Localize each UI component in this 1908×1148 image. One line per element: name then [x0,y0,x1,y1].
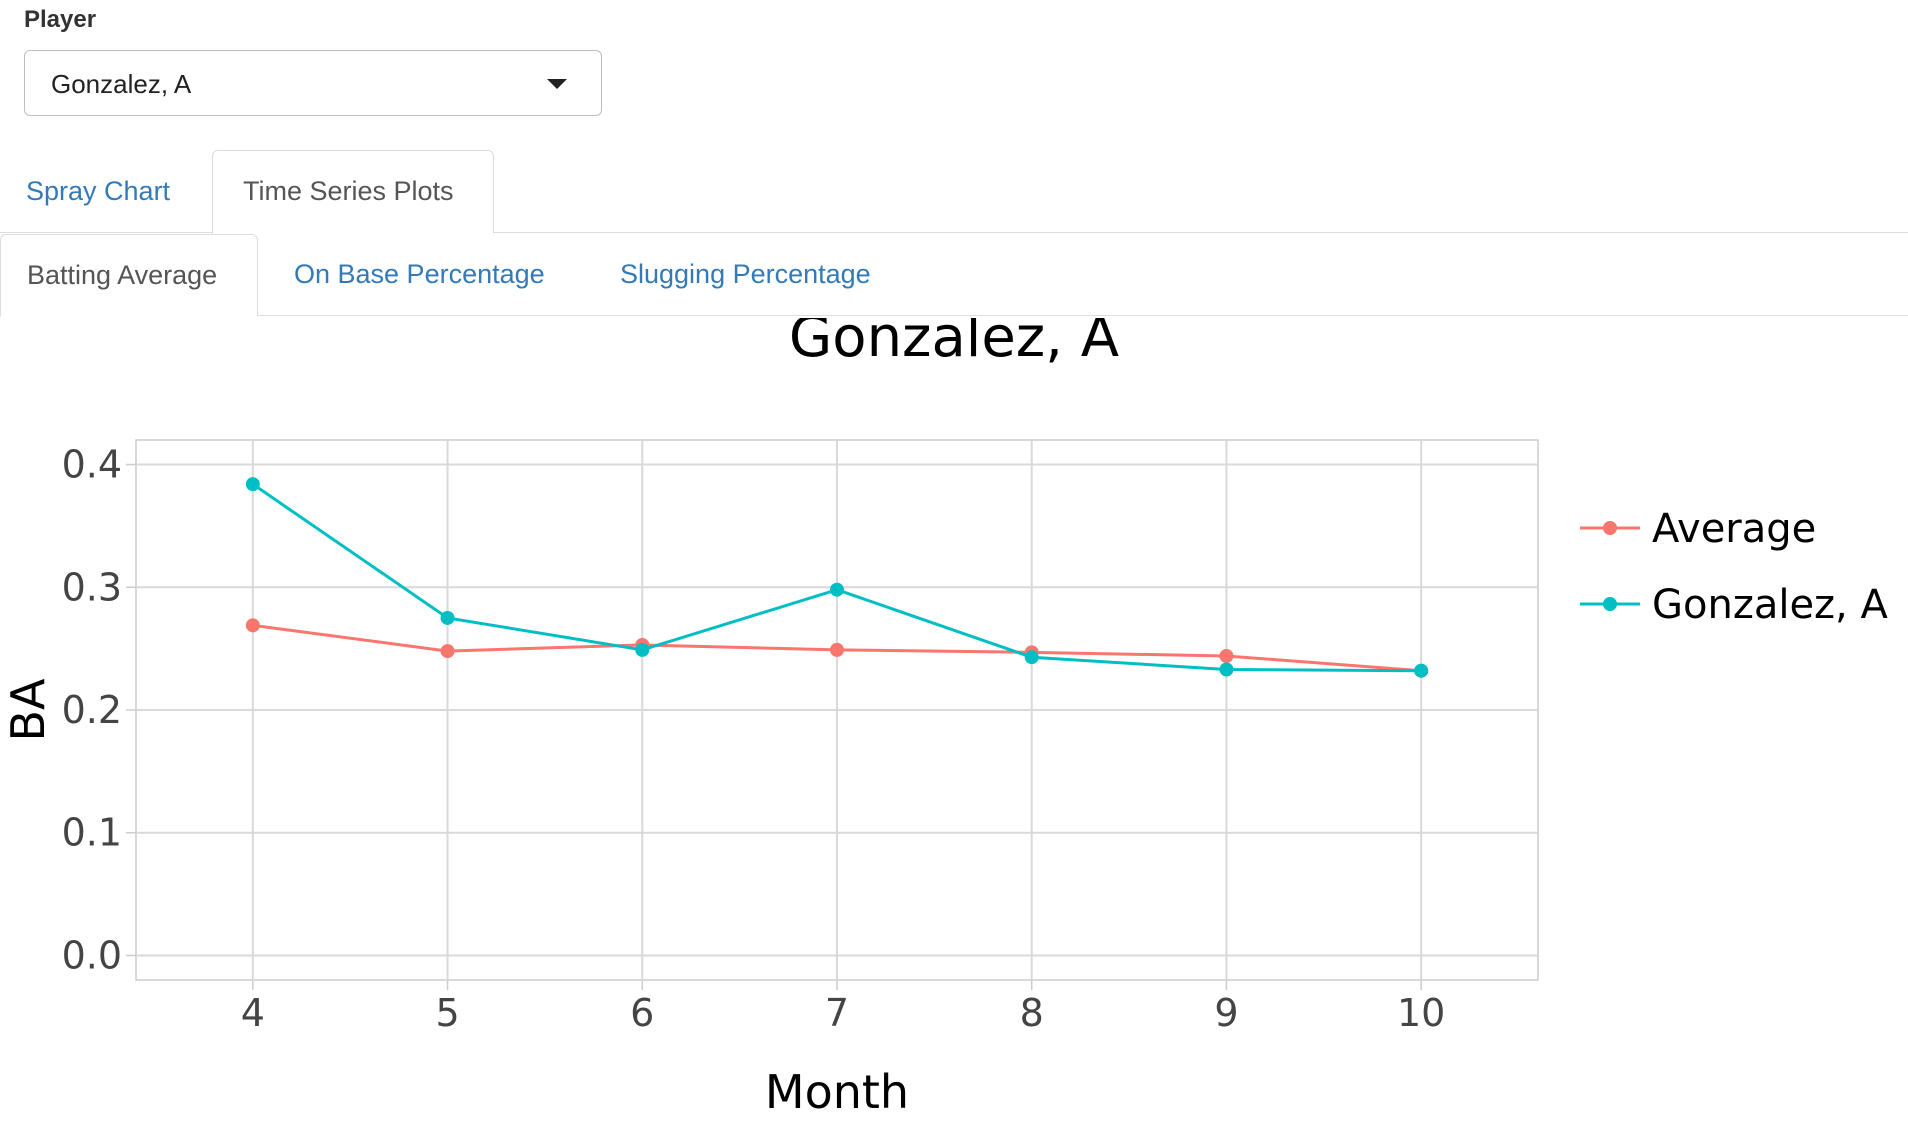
x-tick-label: 4 [241,991,265,1035]
chart-title: Gonzalez, A [789,318,1119,370]
x-tick-label: 8 [1020,991,1044,1035]
y-tick-label: 0.2 [62,688,122,732]
legend-label: Gonzalez, A [1652,582,1888,628]
x-tick-label: 6 [630,991,654,1035]
x-tick-label: 10 [1397,991,1445,1035]
tab-label: Spray Chart [26,176,170,207]
x-tick-label: 7 [825,991,849,1035]
x-axis-label: Month [765,1065,909,1119]
tab-label: Batting Average [27,260,217,291]
x-tick-label: 5 [435,991,459,1035]
y-tick-label: 0.0 [62,933,122,977]
tab-label: On Base Percentage [294,259,545,290]
tab-spray-chart[interactable]: Spray Chart [0,150,210,234]
tab-time-series-plots[interactable]: Time Series Plots [212,150,494,234]
tab-slugging-percentage[interactable]: Slugging Percentage [590,234,920,317]
main-tabs: Spray Chart Time Series Plots [0,148,1908,233]
legend-label: Average [1652,506,1816,552]
tab-label: Slugging Percentage [620,259,871,290]
series-1-point [441,644,455,658]
tab-on-base-percentage[interactable]: On Base Percentage [262,234,572,317]
y-tick-label: 0.3 [62,565,122,609]
player-label: Player [24,6,96,34]
tab-batting-average[interactable]: Batting Average [0,234,258,317]
series-2-point [1025,650,1039,664]
player-select-value: Gonzalez, A [51,69,191,100]
series-1-point [246,618,260,632]
series-2-point [1414,664,1428,678]
series-2-point [830,583,844,597]
y-tick-label: 0.1 [62,811,122,855]
batting-average-chart: Gonzalez, A 4 5 6 7 8 9 10 0.0 0.1 0.2 0.3 0.4 Month B… [0,318,1908,1148]
series-1-point [830,643,844,657]
tab-label: Time Series Plots [243,176,454,207]
series-2-point [441,611,455,625]
chevron-down-icon[interactable] [547,79,567,89]
x-tick-label: 9 [1214,991,1238,1035]
series-2-point [246,477,260,491]
series-1-point [1219,649,1233,663]
legend-key-point [1603,521,1617,535]
legend-key-point [1603,597,1617,611]
stat-tabs: Batting Average On Base Percentage Slugg… [0,232,1908,316]
y-axis-label: BA [1,678,55,742]
series-2-point [635,643,649,657]
player-select[interactable]: Gonzalez, A [24,50,602,116]
y-tick-label: 0.4 [62,443,122,487]
series-2-point [1219,663,1233,677]
